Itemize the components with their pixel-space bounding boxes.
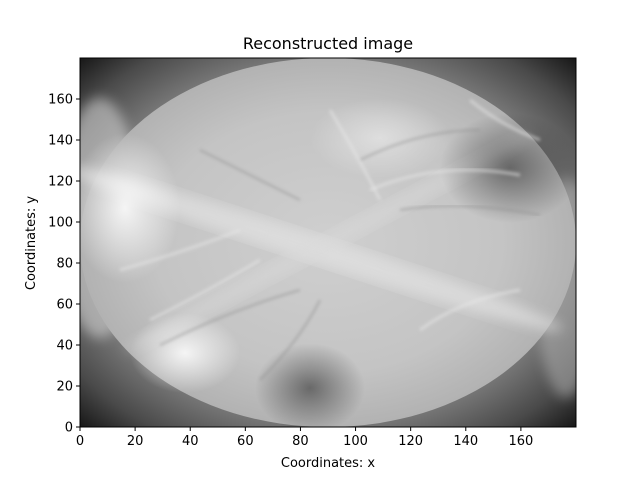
y-tick-label: 20 (56, 380, 73, 395)
disk-texture (80, 98, 576, 427)
y-axis-ticks: 0 20 40 60 80 100 120 140 160 (48, 93, 80, 436)
chart-title: Reconstructed image (243, 34, 413, 53)
y-axis-label: Coordinates: y (24, 196, 39, 291)
x-tick-label: 100 (343, 434, 368, 449)
y-tick-label: 40 (56, 339, 73, 354)
y-tick-label: 160 (48, 93, 73, 108)
x-tick-label: 40 (182, 434, 199, 449)
x-axis-ticks: 0 20 40 60 80 100 120 140 160 (76, 427, 533, 449)
x-tick-label: 0 (76, 434, 84, 449)
x-tick-label: 80 (292, 434, 309, 449)
y-tick-label: 100 (48, 216, 73, 231)
y-tick-label: 140 (48, 134, 73, 149)
heatmap-image (80, 58, 576, 427)
y-tick-label: 60 (56, 298, 73, 313)
x-tick-label: 140 (453, 434, 478, 449)
y-tick-label: 0 (65, 421, 73, 436)
x-tick-label: 120 (398, 434, 423, 449)
x-tick-label: 160 (508, 434, 533, 449)
axes-frame (79, 57, 577, 428)
x-tick-label: 60 (237, 434, 254, 449)
x-axis-label: Coordinates: x (281, 456, 376, 471)
y-tick-label: 120 (48, 175, 73, 190)
x-tick-label: 20 (127, 434, 144, 449)
y-tick-label: 80 (56, 257, 73, 272)
